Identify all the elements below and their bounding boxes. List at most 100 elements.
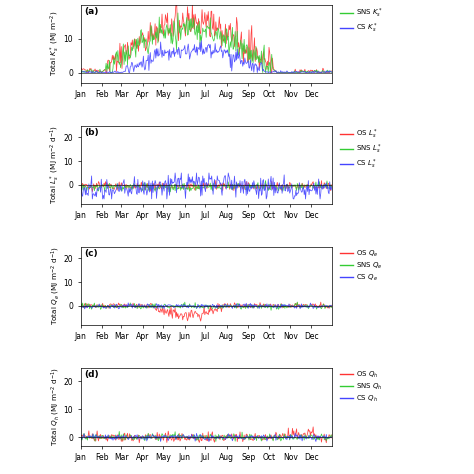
CS $K_s^*$ <box>319 70 324 75</box>
Line: OS $K_s^*$: OS $K_s^*$ <box>81 0 332 73</box>
OS $Q_e$ <box>198 318 203 324</box>
SNS $K_s^*$ <box>179 28 184 34</box>
Text: (c): (c) <box>84 249 98 258</box>
OS $Q_h$ <box>310 424 316 430</box>
SNS $Q_e$ <box>131 303 137 309</box>
CS $Q_e$ <box>132 303 137 309</box>
Line: SNS $Q_h$: SNS $Q_h$ <box>81 431 332 441</box>
SNS $L_s^*$ <box>147 183 153 189</box>
Line: SNS $K_s^*$: SNS $K_s^*$ <box>81 13 332 73</box>
SNS $Q_e$ <box>179 302 185 308</box>
OS $K_s^*$ <box>294 70 300 75</box>
CS $L_s^*$ <box>319 182 324 187</box>
SNS $K_s^*$ <box>180 27 185 32</box>
OS $Q_h$ <box>294 426 300 432</box>
CS $L_s^*$ <box>132 174 137 180</box>
SNS $L_s^*$ <box>179 185 184 191</box>
OS $Q_e$ <box>319 304 324 310</box>
SNS $Q_e$ <box>78 303 83 309</box>
CS $Q_e$ <box>318 304 324 310</box>
SNS $K_s^*$ <box>175 10 181 16</box>
CS $Q_h$ <box>178 433 183 439</box>
Legend: OS $Q_e$, SNS $Q_e$, CS $Q_e$: OS $Q_e$, SNS $Q_e$, CS $Q_e$ <box>340 248 382 283</box>
SNS $Q_e$ <box>268 308 274 313</box>
SNS $Q_e$ <box>329 304 335 310</box>
SNS $Q_h$ <box>180 432 185 438</box>
SNS $Q_e$ <box>147 302 153 308</box>
Line: SNS $Q_e$: SNS $Q_e$ <box>81 302 332 310</box>
CS $L_s^*$ <box>172 170 178 176</box>
OS $K_s^*$ <box>319 70 324 75</box>
Legend: SNS $K_s^*$, CS $K_s^*$: SNS $K_s^*$, CS $K_s^*$ <box>340 7 382 35</box>
OS $L_s^*$ <box>329 182 335 188</box>
OS $K_s^*$ <box>84 70 90 75</box>
SNS $K_s^*$ <box>78 70 83 75</box>
Y-axis label: Total $Q_h$ (MJ m$^{-2}$ d$^{-1}$): Total $Q_h$ (MJ m$^{-2}$ d$^{-1}$) <box>50 367 62 446</box>
CS $K_s^*$ <box>199 38 204 44</box>
Line: CS $L_s^*$: CS $L_s^*$ <box>81 173 332 199</box>
OS $K_s^*$ <box>78 66 83 72</box>
SNS $Q_h$ <box>147 434 153 439</box>
Line: SNS $L_s^*$: SNS $L_s^*$ <box>81 181 332 192</box>
CS $K_s^*$ <box>147 50 153 55</box>
OS $K_s^*$ <box>179 20 185 26</box>
SNS $L_s^*$ <box>166 189 172 195</box>
CS $K_s^*$ <box>179 47 184 53</box>
Legend: OS $Q_h$, SNS $Q_h$, CS $Q_h$: OS $Q_h$, SNS $Q_h$, CS $Q_h$ <box>340 369 382 403</box>
OS $Q_h$ <box>179 433 184 439</box>
OS $L_s^*$ <box>180 182 185 187</box>
SNS $Q_e$ <box>294 299 300 305</box>
SNS $K_s^*$ <box>147 39 153 45</box>
OS $L_s^*$ <box>132 182 137 187</box>
CS $K_s^*$ <box>78 70 84 75</box>
OS $L_s^*$ <box>213 178 219 183</box>
Line: OS $Q_e$: OS $Q_e$ <box>81 302 332 321</box>
CS $Q_h$ <box>78 436 83 441</box>
OS $L_s^*$ <box>179 185 184 191</box>
CS $L_s^*$ <box>179 185 185 191</box>
OS $Q_e$ <box>178 311 183 317</box>
CS $Q_h$ <box>329 434 335 440</box>
OS $Q_h$ <box>329 432 335 438</box>
Y-axis label: Total $Q_e$ (MJ m$^{-2}$ d$^{-1}$): Total $Q_e$ (MJ m$^{-2}$ d$^{-1}$) <box>50 246 62 325</box>
Text: (b): (b) <box>84 128 99 137</box>
CS $Q_h$ <box>179 434 185 439</box>
OS $K_s^*$ <box>173 0 179 1</box>
Line: OS $L_s^*$: OS $L_s^*$ <box>81 181 332 191</box>
Legend: OS $L_s^*$, SNS $L_s^*$, CS $L_s^*$: OS $L_s^*$, SNS $L_s^*$, CS $L_s^*$ <box>340 128 382 171</box>
CS $Q_h$ <box>206 439 212 445</box>
Y-axis label: Total $K_s^*$ (MJ m$^{-2}$): Total $K_s^*$ (MJ m$^{-2}$) <box>49 11 62 76</box>
CS $L_s^*$ <box>329 187 335 193</box>
SNS $L_s^*$ <box>180 181 185 187</box>
SNS $L_s^*$ <box>294 181 300 186</box>
SNS $K_s^*$ <box>131 43 137 49</box>
CS $Q_e$ <box>294 305 300 311</box>
OS $Q_h$ <box>319 439 324 445</box>
Line: CS $Q_h$: CS $Q_h$ <box>81 433 332 442</box>
OS $L_s^*$ <box>294 184 300 190</box>
SNS $L_s^*$ <box>78 181 83 187</box>
OS $Q_h$ <box>131 437 137 442</box>
SNS $K_s^*$ <box>329 69 335 75</box>
SNS $Q_h$ <box>213 438 219 444</box>
CS $K_s^*$ <box>329 69 335 75</box>
CS $Q_h$ <box>319 435 324 441</box>
CS $K_s^*$ <box>180 47 185 53</box>
OS $K_s^*$ <box>147 20 153 26</box>
CS $L_s^*$ <box>294 190 300 196</box>
CS $K_s^*$ <box>294 69 300 74</box>
OS $Q_e$ <box>329 302 335 308</box>
Line: OS $Q_h$: OS $Q_h$ <box>81 427 332 443</box>
SNS $L_s^*$ <box>319 185 324 191</box>
CS $Q_e$ <box>329 303 335 309</box>
SNS $Q_e$ <box>178 305 183 311</box>
OS $K_s^*$ <box>329 68 335 74</box>
OS $Q_e$ <box>294 305 300 310</box>
CS $Q_e$ <box>179 302 184 308</box>
CS $L_s^*$ <box>90 196 95 202</box>
OS $Q_h$ <box>180 434 185 439</box>
OS $L_s^*$ <box>319 178 324 183</box>
CS $Q_h$ <box>292 430 298 436</box>
SNS $Q_e$ <box>319 306 324 311</box>
Text: (a): (a) <box>84 7 99 16</box>
